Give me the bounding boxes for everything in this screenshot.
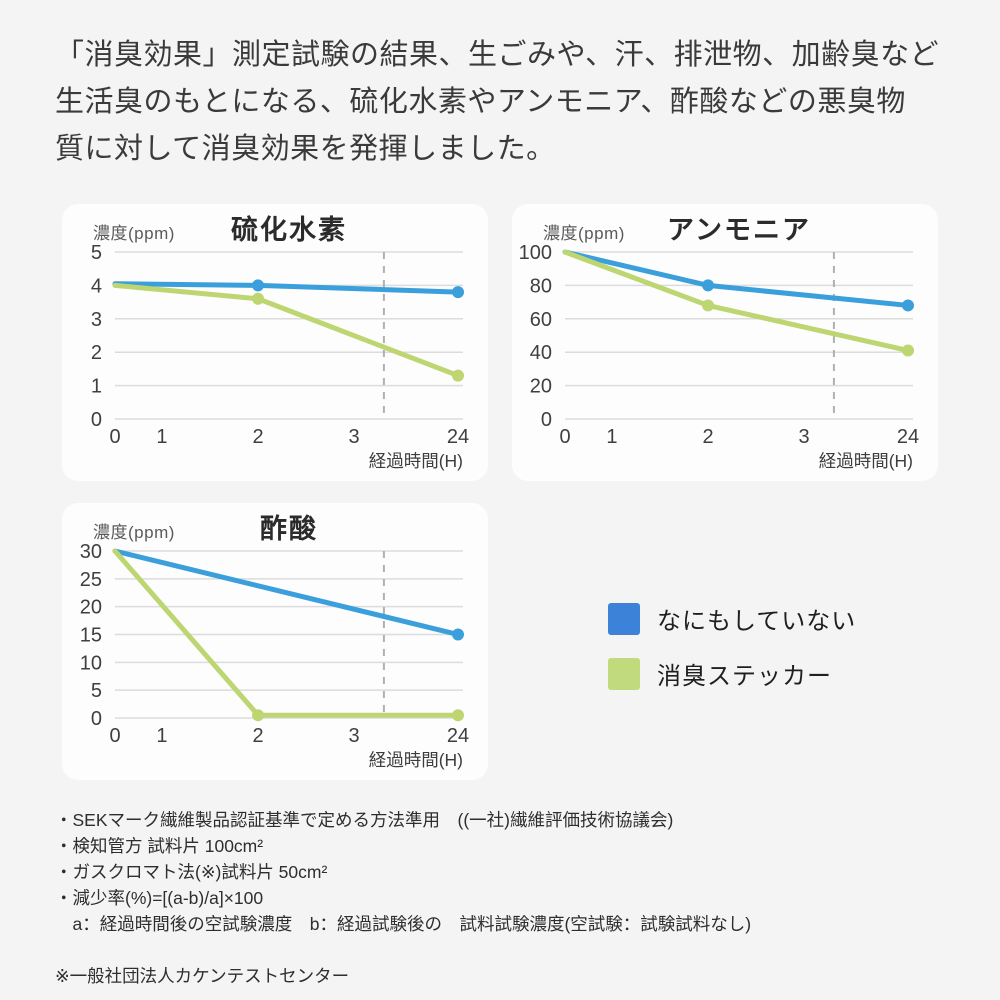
- footnote-line: ・減少率(%)=[(a-b)/a]×100: [55, 888, 264, 908]
- data-point: [902, 344, 914, 357]
- legend-label: 消臭ステッカー: [657, 663, 832, 690]
- y-tick-label: 40: [530, 342, 552, 364]
- data-point: [902, 299, 914, 312]
- data-point: [252, 292, 265, 305]
- y-tick-label: 2: [91, 342, 102, 364]
- legend-swatch-blue: [608, 602, 640, 635]
- footnote-lines: ・SEKマーク繊維製品認証基準で定める方法準用 ((一社)繊維評価技術協議会) ・…: [55, 807, 965, 937]
- x-tick-label: 1: [156, 426, 167, 448]
- y-tick-label: 15: [80, 625, 102, 647]
- x-tick-label: 3: [799, 426, 810, 448]
- y-tick-label: 60: [530, 309, 552, 331]
- footnote-line: a：経過時間後の空試験濃度 b：経過試験後の 試料試験濃度(空試験：試験試料なし…: [55, 914, 752, 934]
- x-tick-label: 1: [606, 426, 617, 448]
- data-point: [452, 369, 464, 382]
- y-tick-label: 30: [80, 541, 102, 563]
- y-tick-label: 100: [519, 242, 552, 264]
- y-tick-label: 1: [91, 376, 102, 398]
- chart-title: 硫化水素: [231, 215, 347, 245]
- data-point: [452, 709, 464, 722]
- x-tick-label: 24: [447, 725, 469, 747]
- data-point: [252, 279, 265, 292]
- y-tick-label: 5: [91, 680, 102, 702]
- x-tick-label: 2: [702, 426, 713, 448]
- x-tick-label: 3: [349, 426, 360, 448]
- x-tick-label: 0: [109, 426, 120, 448]
- footnotes: ・SEKマーク繊維製品認証基準で定める方法準用 ((一社)繊維評価技術協議会) ・…: [55, 807, 965, 989]
- legend-item-deodorant-sticker: 消臭ステッカー: [608, 656, 856, 691]
- series-line-0: [112, 548, 461, 637]
- y-tick-label: 0: [541, 409, 552, 431]
- chart-canvas-acetic-acid: 0 5 10 15 20 25 30 0 1 2 3 24: [80, 541, 469, 747]
- chart-card-acetic-acid: 0 5 10 15 20 25 30 0 1 2 3 24 濃度(ppm) 酢酸 経過時間(H): [62, 503, 488, 780]
- legend-label: なにもしていない: [657, 608, 857, 635]
- header-text: 「消臭効果」測定試験の結果、生ごみや、汗、排泄物、加齢臭など 生活臭のもとになる…: [55, 39, 940, 165]
- chart-canvas-hydrogen-sulfide: 0 1 2 3 4 5 0 1 2 3 24: [91, 242, 469, 448]
- x-tick-label: 0: [559, 426, 570, 448]
- legend-item-untreated: なにもしていない: [608, 601, 856, 636]
- x-tick-label: 24: [447, 426, 469, 448]
- y-axis-label: 濃度(ppm): [543, 224, 625, 243]
- y-axis-label: 濃度(ppm): [93, 523, 175, 542]
- data-point: [702, 299, 715, 312]
- y-tick-label: 20: [80, 597, 102, 619]
- y-axis-label: 濃度(ppm): [93, 224, 175, 243]
- chart-canvas-ammonia: 0 20 40 60 80 100 0 1 2 3 24: [519, 242, 920, 448]
- y-tick-label: 20: [530, 376, 552, 398]
- source-note: ※一般社団法人カケンテストセンター: [55, 966, 350, 986]
- y-tick-label: 0: [91, 708, 102, 730]
- x-tick-label: 0: [109, 725, 120, 747]
- legend-swatch-green: [608, 657, 640, 690]
- legend: なにもしていない 消臭ステッカー: [608, 601, 856, 711]
- series-line-1: [112, 282, 461, 379]
- chart-card-ammonia: 0 20 40 60 80 100 0 1 2 3 24 濃度(ppm) アンモニア 経過時間(H): [512, 204, 938, 481]
- data-point: [702, 279, 715, 292]
- data-point: [252, 709, 265, 722]
- footnote-line: ・検知管方 試料片 100cm²: [55, 836, 264, 856]
- y-tick-label: 3: [91, 309, 102, 331]
- data-point: [452, 286, 464, 299]
- footnote-line: ・ガスクロマト法(※)試料片 50cm²: [55, 862, 328, 882]
- y-tick-label: 25: [80, 569, 102, 591]
- x-tick-label: 2: [252, 426, 263, 448]
- y-tick-label: 10: [80, 652, 102, 674]
- chart-title: 酢酸: [260, 514, 318, 544]
- data-point: [452, 628, 464, 641]
- x-tick-label: 2: [252, 725, 263, 747]
- x-axis-label: 経過時間(H): [818, 451, 913, 471]
- footnote-line: ・SEKマーク繊維製品認証基準で定める方法準用 ((一社)繊維評価技術協議会): [55, 810, 674, 830]
- x-tick-label: 24: [897, 426, 919, 448]
- x-axis-label: 経過時間(H): [368, 750, 463, 770]
- x-axis-label: 経過時間(H): [368, 451, 463, 471]
- y-tick-label: 0: [91, 409, 102, 431]
- chart-title: アンモニア: [667, 215, 811, 245]
- y-tick-label: 5: [91, 242, 102, 264]
- x-tick-label: 3: [349, 725, 360, 747]
- series-line-0: [562, 249, 911, 308]
- y-tick-label: 4: [91, 275, 102, 297]
- y-tick-label: 80: [530, 275, 552, 297]
- chart-card-hydrogen-sulfide: 0 1 2 3 4 5 0 1 2 3 24 濃度(ppm) 硫化水素 経過時間(H): [62, 204, 488, 481]
- x-tick-label: 1: [156, 725, 167, 747]
